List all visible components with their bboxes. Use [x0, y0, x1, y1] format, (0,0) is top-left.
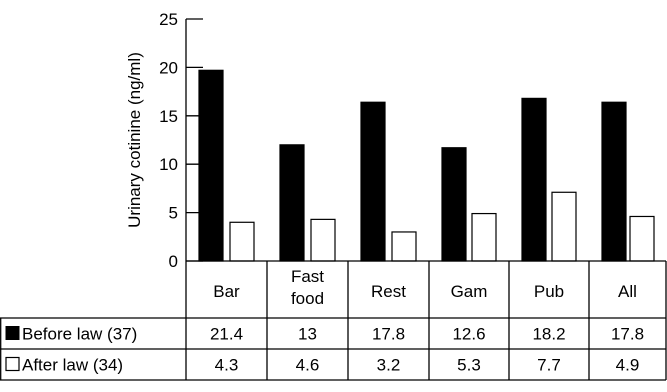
- table-value: 7.7: [537, 356, 561, 375]
- legend-swatch-before-law: [5, 326, 20, 340]
- table-value: 12.6: [452, 325, 485, 344]
- bar-before-law: [279, 144, 305, 262]
- table-value: 21.4: [210, 325, 243, 344]
- y-tick-label: 10: [159, 155, 178, 174]
- series-label: Before law (37): [22, 325, 137, 344]
- table-value: 17.8: [611, 325, 644, 344]
- y-tick-label: 20: [159, 58, 178, 77]
- bar-before-law: [198, 69, 224, 262]
- bars: [198, 69, 655, 262]
- y-tick-label: 25: [159, 10, 178, 29]
- table-value: 3.2: [377, 356, 401, 375]
- table-value: 4.6: [296, 356, 320, 375]
- bar-after-law: [551, 191, 577, 262]
- category-label: Fast: [291, 267, 324, 286]
- data-table: Bar Fast food Rest Gam Pub All Before law (37) 2…: [0, 260, 667, 381]
- table-value: 5.3: [457, 356, 481, 375]
- table-value: 18.2: [532, 325, 565, 344]
- category-label: food: [291, 289, 324, 308]
- bar-before-law: [521, 97, 547, 262]
- bar-before-law: [441, 147, 467, 262]
- category-label: Bar: [213, 282, 240, 301]
- table-value: 13: [298, 325, 317, 344]
- bar-after-law: [391, 231, 417, 262]
- category-label: Pub: [534, 282, 564, 301]
- bar-before-law: [601, 101, 627, 262]
- bar-after-law: [629, 215, 655, 262]
- series-label: After law (34): [22, 356, 123, 375]
- y-tick-label: 5: [169, 204, 178, 223]
- bar-after-law: [229, 221, 255, 262]
- table-value: 4.3: [215, 356, 239, 375]
- y-tick-label: 15: [159, 107, 178, 126]
- legend-swatch-after-law: [5, 356, 20, 372]
- category-label: Rest: [371, 282, 406, 301]
- bar-after-law: [471, 212, 497, 262]
- table-value: 4.9: [616, 356, 640, 375]
- category-label: All: [618, 282, 637, 301]
- bar-after-law: [310, 218, 336, 262]
- y-axis: 0 5 10 15 20 25: [159, 10, 203, 271]
- y-tick-label: 0: [169, 252, 178, 271]
- table-value: 17.8: [372, 325, 405, 344]
- y-axis-label: Urinary cotinine (ng/ml): [125, 52, 144, 228]
- category-label: Gam: [451, 282, 488, 301]
- bar-before-law: [360, 101, 386, 262]
